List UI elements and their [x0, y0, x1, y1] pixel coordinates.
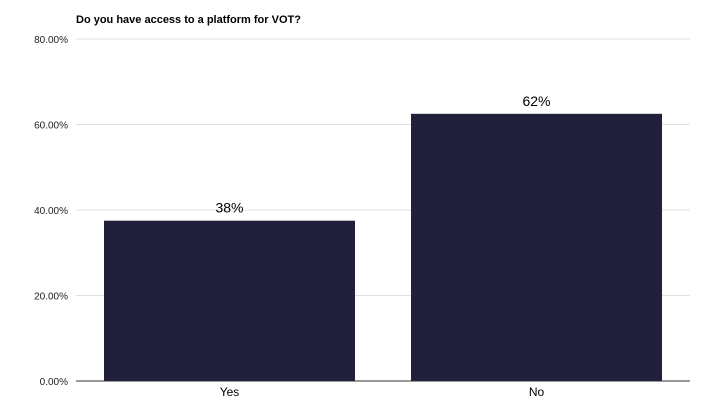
bar-no: [411, 113, 662, 381]
data-label: 38%: [215, 200, 243, 216]
y-tick-label: 80.00%: [34, 35, 68, 46]
data-label: 62%: [522, 93, 550, 109]
y-tick-label: 40.00%: [34, 206, 68, 217]
x-tick-label: No: [529, 385, 545, 399]
y-tick-label: 60.00%: [34, 121, 68, 132]
y-tick-label: 20.00%: [34, 292, 68, 303]
x-tick-label: Yes: [220, 385, 240, 399]
chart-title: Do you have access to a platform for VOT…: [76, 14, 301, 26]
bar-yes: [104, 220, 355, 381]
y-tick-label: 0.00%: [40, 377, 68, 388]
